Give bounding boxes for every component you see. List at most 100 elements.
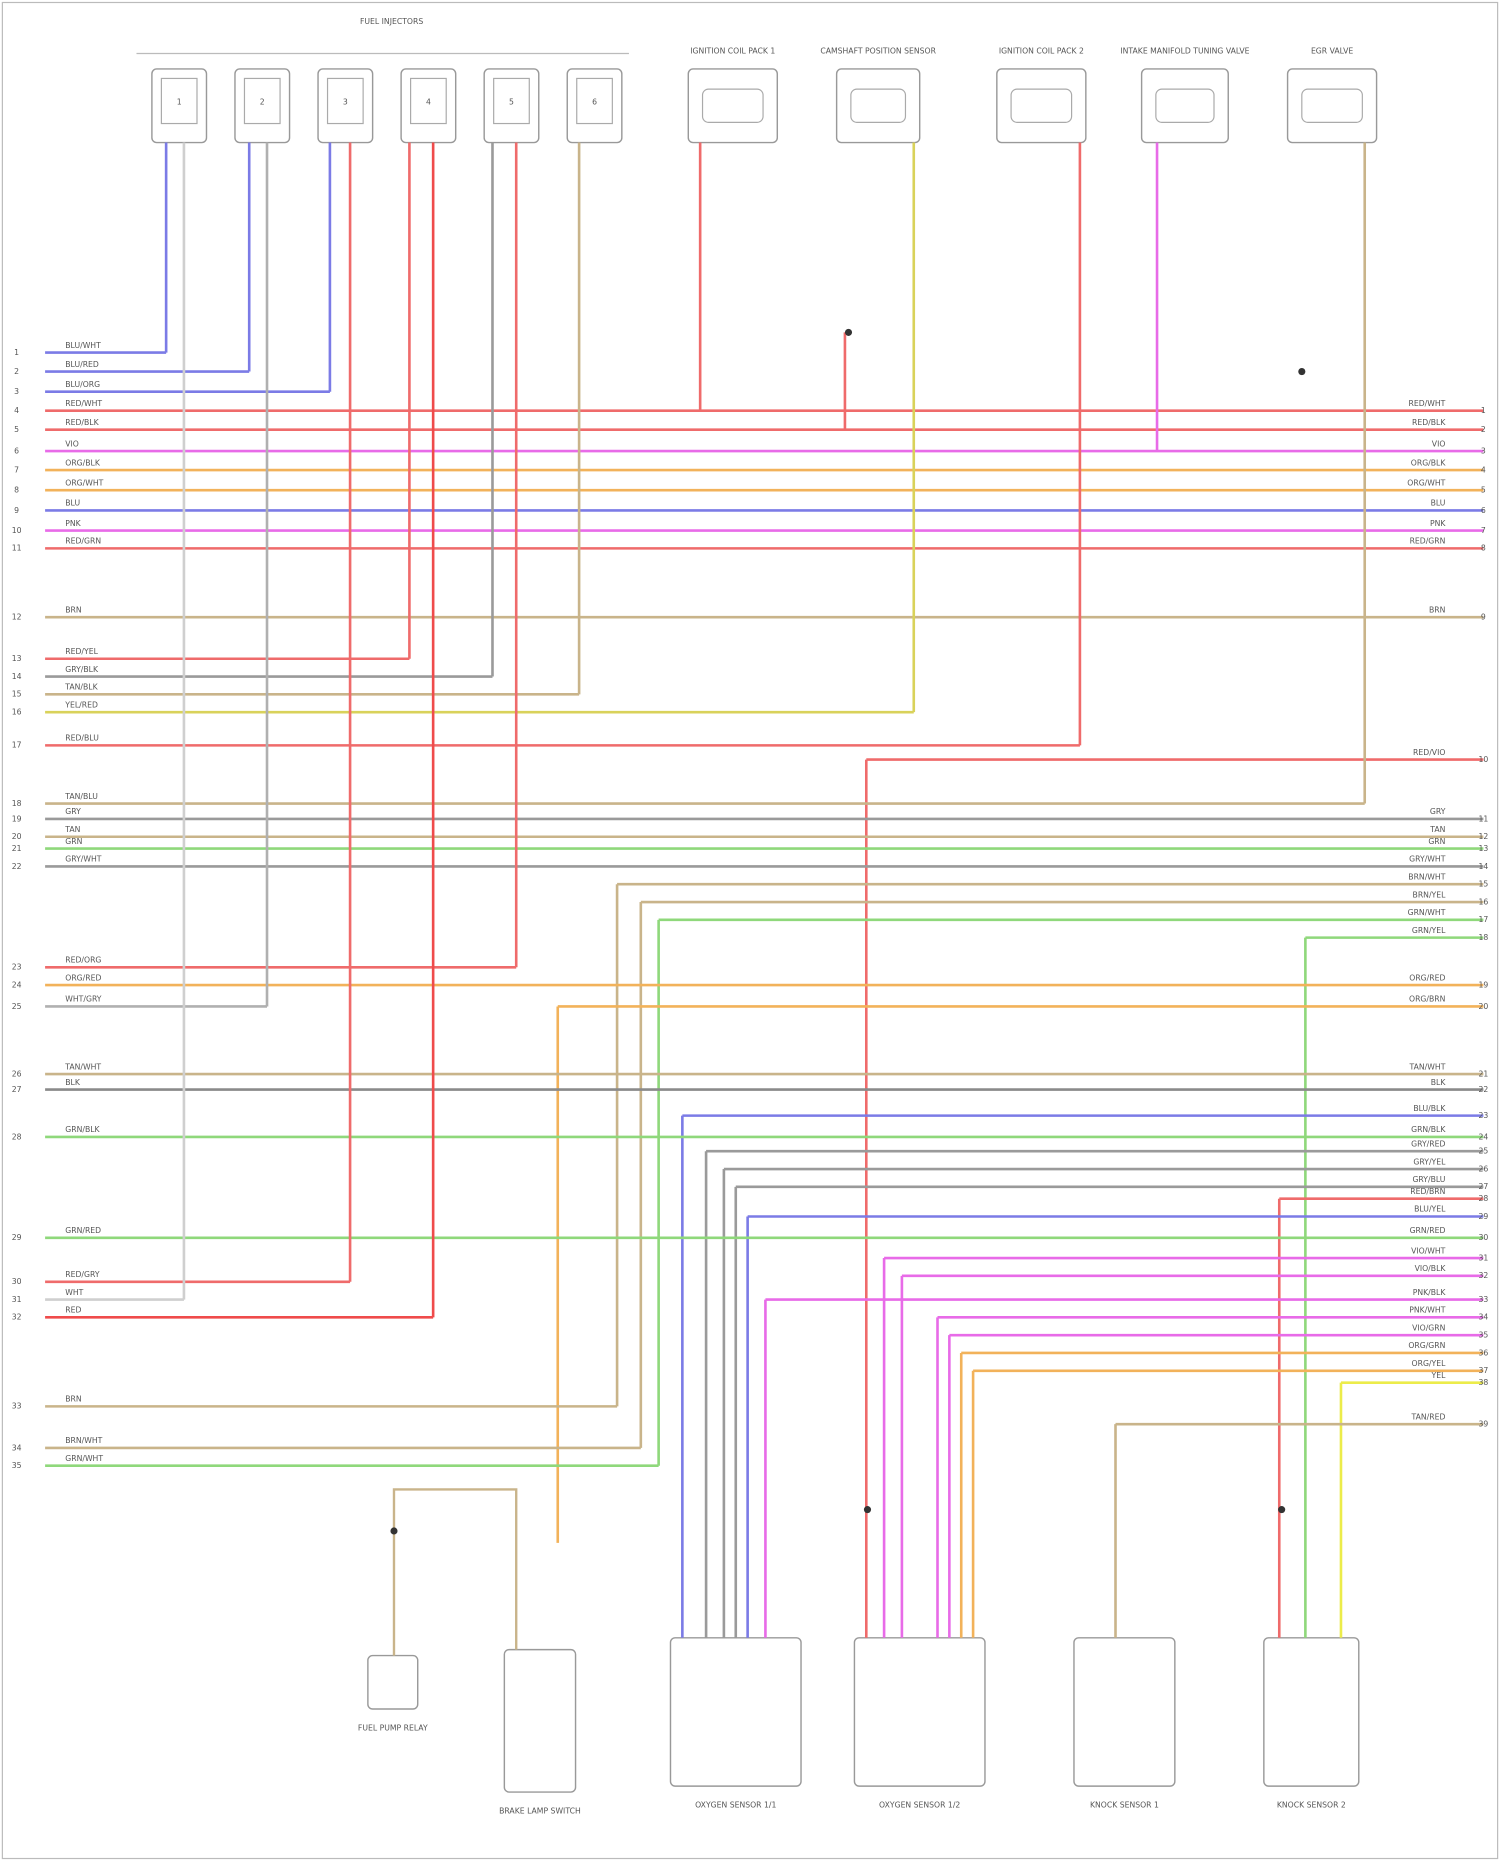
wire-code: BRN/WHT [65, 1436, 102, 1445]
left-pin: 10 [12, 526, 22, 535]
wire-code: TAN/WHT [1409, 1062, 1446, 1071]
splice [844, 328, 853, 336]
wire-code: RED/WHT [65, 399, 102, 408]
right-pin: 14 [1478, 862, 1488, 871]
wire [864, 758, 1484, 1638]
wire-code: TAN/RED [1411, 1412, 1446, 1421]
wire-code: BLU/WHT [65, 341, 101, 350]
component-label: IGNITION COIL PACK 1 [690, 47, 775, 56]
wire [45, 142, 168, 354]
wire-code: RED/GRN [1410, 537, 1446, 546]
left-pin: 33 [12, 1402, 22, 1411]
right-pin: 13 [1478, 844, 1488, 853]
wire-code: GRY/RED [1411, 1139, 1445, 1148]
wire-code: GRN [65, 837, 82, 846]
component-label: EGR VALVE [1311, 47, 1353, 56]
right-pin: 28 [1478, 1194, 1488, 1203]
wire-code: GRN/YEL [1412, 926, 1446, 935]
group-title: FUEL INJECTORS [360, 17, 423, 26]
left-pin: 30 [12, 1277, 22, 1286]
wire-code: VIO/WHT [1411, 1246, 1446, 1255]
connector [701, 88, 764, 123]
injector-body [410, 77, 447, 125]
injector-number: 2 [260, 98, 265, 107]
splice [863, 1506, 872, 1514]
right-pin: 39 [1478, 1420, 1488, 1429]
right-pin: 18 [1478, 933, 1488, 942]
wire [959, 1351, 1484, 1638]
right-pin: 36 [1478, 1348, 1488, 1357]
wire-code: TAN/WHT [64, 1062, 101, 1071]
injector-body [160, 77, 198, 125]
component-label: OXYGEN SENSOR 1/2 [879, 1800, 960, 1809]
component-label: INTAKE MANIFOLD TUNING VALVE [1120, 47, 1249, 56]
left-pin: 3 [14, 387, 19, 396]
right-pin: 11 [1478, 814, 1488, 823]
right-pin: 27 [1478, 1182, 1488, 1191]
right-pin: 7 [1481, 526, 1486, 535]
left-pin: 5 [14, 425, 19, 434]
left-pin: 21 [12, 844, 22, 853]
wire-code: BRN/WHT [1408, 872, 1445, 881]
wire [1304, 936, 1484, 1638]
feed-wire [392, 1488, 518, 1656]
wire-code: ORG/GRN [1408, 1341, 1445, 1350]
wire-code: RED/VIO [1413, 748, 1445, 757]
wire [681, 1114, 1484, 1638]
right-pin: 38 [1478, 1378, 1488, 1387]
right-pin: 26 [1478, 1164, 1488, 1173]
wire [45, 142, 581, 696]
left-pin: 6 [14, 446, 19, 455]
injector-number: 1 [177, 98, 182, 107]
left-pin: 12 [12, 613, 22, 622]
left-pin: 26 [12, 1069, 22, 1078]
right-pin: 5 [1481, 486, 1486, 495]
wire [45, 142, 332, 394]
left-pin: 14 [12, 672, 22, 681]
wire [948, 1333, 1484, 1638]
wire [45, 142, 186, 1301]
wire-code: VIO [65, 439, 79, 448]
injector-number: 3 [343, 98, 348, 107]
component [835, 68, 921, 144]
wire-code: ORG/WHT [65, 478, 103, 487]
left-pin: 7 [14, 465, 19, 474]
wire [45, 142, 1367, 805]
wire-code: BLK [65, 1078, 81, 1087]
right-pin: 19 [1478, 980, 1488, 989]
wire-code: GRN/RED [65, 1226, 101, 1235]
left-pin: 8 [14, 486, 19, 495]
wire [45, 142, 435, 1319]
wire [45, 142, 269, 1008]
connector [1301, 88, 1363, 123]
wire [971, 1369, 1484, 1638]
left-pin: 9 [14, 506, 19, 515]
left-pin: 13 [12, 654, 22, 663]
component-label: IGNITION COIL PACK 2 [999, 47, 1084, 56]
component [1263, 1637, 1360, 1787]
connector [850, 88, 907, 123]
wire-code: PNK/WHT [1409, 1306, 1445, 1315]
wire [746, 1215, 1484, 1638]
left-pin: 28 [12, 1132, 22, 1141]
injector-body [493, 77, 530, 125]
wire-code: BRN [65, 1395, 81, 1404]
wire-code: ORG/BLK [65, 458, 101, 467]
component [367, 1654, 419, 1710]
wire-code: TAN/BLK [64, 683, 98, 692]
wire-code: RED [65, 1306, 81, 1315]
injector-body [576, 77, 613, 125]
right-pin: 1 [1481, 406, 1486, 415]
left-pin: 20 [12, 832, 22, 841]
wire [45, 142, 916, 714]
right-pin: 3 [1481, 446, 1486, 455]
left-pin: 24 [12, 980, 22, 989]
wire-code: PNK/BLK [1413, 1288, 1447, 1297]
component [503, 1648, 577, 1793]
left-pin: 34 [12, 1443, 22, 1452]
wire-code: GRN/WHT [1408, 908, 1446, 917]
right-pin: 22 [1478, 1085, 1488, 1094]
wire [734, 1185, 1484, 1638]
